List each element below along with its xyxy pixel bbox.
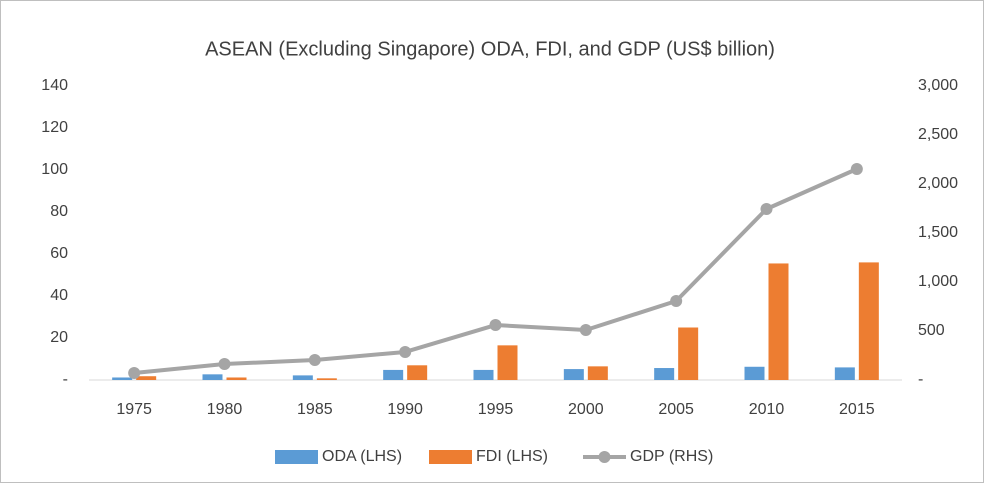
y-tick-label: - [63, 371, 68, 388]
y2-tick-label: 1,000 [918, 273, 958, 290]
x-tick-label: 1975 [116, 401, 152, 418]
x-tick-label: 2000 [568, 401, 604, 418]
bar [654, 368, 675, 380]
x-tick-label: 2010 [749, 401, 785, 418]
marker [308, 354, 321, 367]
legend-swatch [275, 450, 318, 464]
legend-label: ODA (LHS) [322, 448, 402, 465]
bar [136, 376, 157, 380]
y2-tick-label: 1,500 [918, 224, 958, 241]
marker [760, 202, 773, 215]
y2-tick-label: 2,500 [918, 126, 958, 143]
y2-tick-label: 3,000 [918, 77, 958, 94]
x-tick-label: 2005 [658, 401, 694, 418]
marker [670, 295, 683, 308]
marker [399, 345, 412, 358]
y-tick-label: 40 [50, 287, 68, 304]
bar [497, 345, 518, 380]
x-tick-label: 1995 [478, 401, 514, 418]
bar [678, 327, 699, 380]
bar [744, 366, 765, 380]
legend-label: FDI (LHS) [476, 448, 548, 465]
y-tick-label: 80 [50, 203, 68, 220]
y-tick-label: 20 [50, 329, 68, 346]
x-tick-label: 1990 [387, 401, 423, 418]
y2-tick-label: 2,000 [918, 175, 958, 192]
bar [587, 366, 608, 380]
y-tick-label: 100 [41, 161, 68, 178]
bar [768, 263, 789, 380]
bar [858, 262, 879, 380]
y2-tick-label: 500 [918, 322, 945, 339]
legend-marker [598, 451, 611, 463]
bar [202, 374, 223, 380]
x-tick-label: 2015 [839, 401, 875, 418]
marker [218, 358, 231, 371]
bar [407, 365, 428, 380]
legend-swatch [429, 450, 472, 464]
bar [383, 369, 404, 380]
x-tick-label: 1985 [297, 401, 333, 418]
bar [316, 378, 337, 380]
chart-title: ASEAN (Excluding Singapore) ODA, FDI, an… [205, 38, 775, 60]
marker [850, 163, 863, 176]
marker [489, 319, 502, 332]
legend-label: GDP (RHS) [630, 448, 713, 465]
x-tick-label: 1980 [207, 401, 243, 418]
bar [834, 367, 855, 380]
bar [473, 369, 494, 380]
y-tick-label: 140 [41, 77, 68, 94]
y-tick-label: 60 [50, 245, 68, 262]
bar [112, 377, 133, 380]
y2-tick-label: - [918, 371, 923, 388]
bar [563, 369, 584, 380]
bar [292, 375, 313, 380]
marker [128, 367, 141, 380]
y-tick-label: 120 [41, 119, 68, 136]
bar [226, 377, 247, 380]
marker [579, 324, 592, 337]
